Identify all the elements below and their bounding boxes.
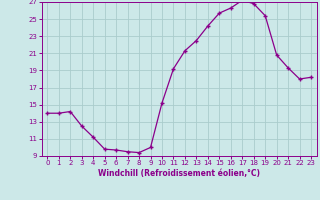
X-axis label: Windchill (Refroidissement éolien,°C): Windchill (Refroidissement éolien,°C) — [98, 169, 260, 178]
